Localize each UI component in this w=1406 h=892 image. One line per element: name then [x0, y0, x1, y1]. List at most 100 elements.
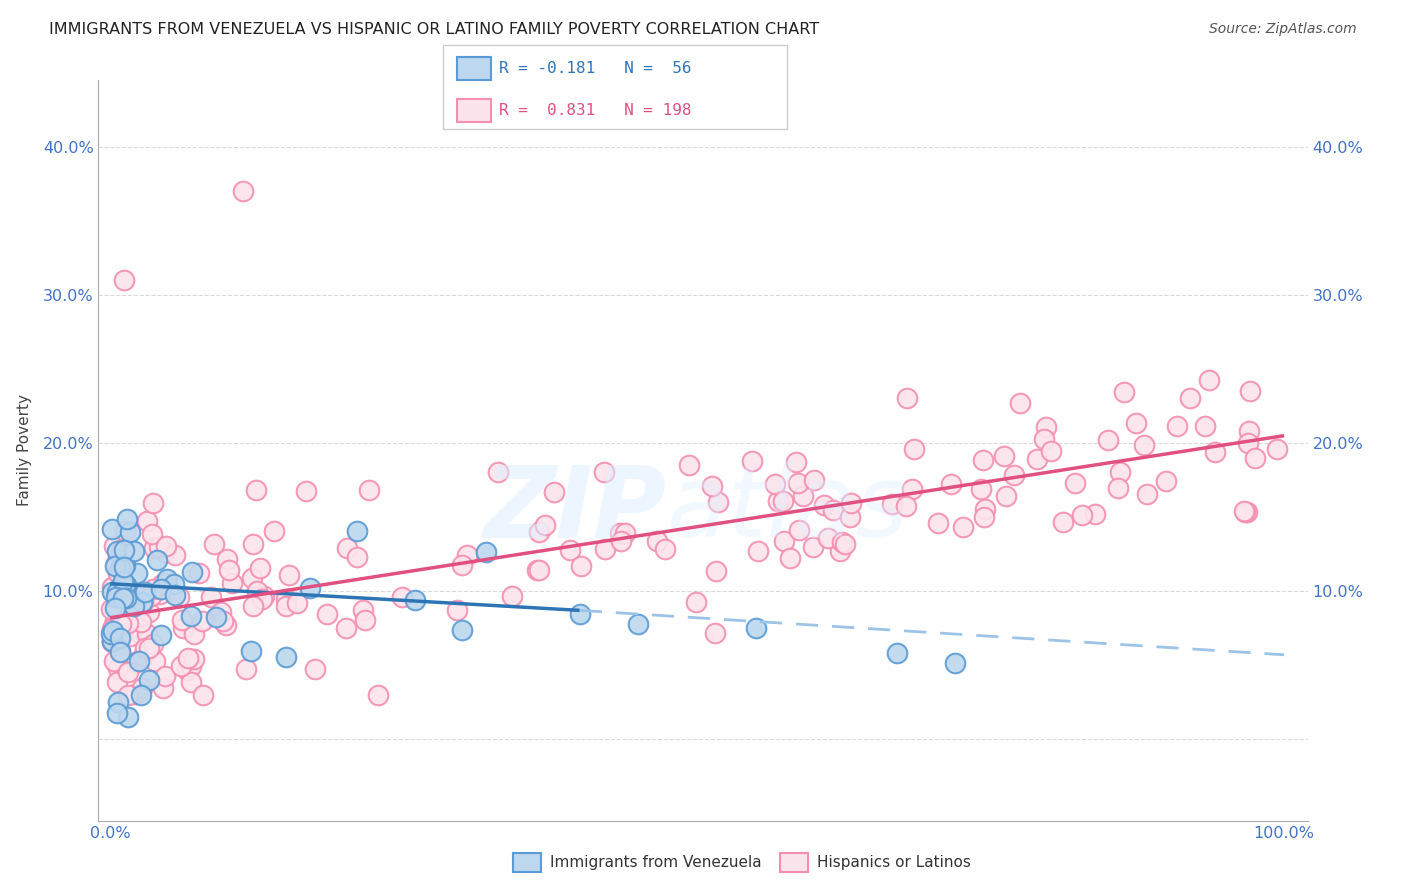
Point [121, 597, 143, 611]
Point [527, 524, 550, 539]
Point [188, 566, 211, 581]
Point [276, 599, 298, 614]
Point [1136, 486, 1159, 500]
Point [100, 626, 122, 640]
Point [456, 548, 478, 562]
Point [114, 591, 136, 606]
Point [839, 510, 862, 524]
Point [100, 602, 122, 616]
Point [215, 552, 238, 566]
Point [172, 621, 194, 635]
Text: Source: ZipAtlas.com: Source: ZipAtlas.com [1209, 22, 1357, 37]
Point [180, 659, 202, 673]
Point [974, 502, 997, 516]
Point [101, 635, 124, 649]
Point [115, 512, 138, 526]
Point [896, 499, 918, 513]
Point [803, 541, 825, 555]
Point [834, 537, 856, 551]
Point [1002, 468, 1025, 483]
Point [131, 681, 153, 695]
Point [246, 584, 269, 599]
Point [117, 688, 139, 702]
Point [135, 627, 157, 641]
Point [204, 610, 226, 624]
Point [1132, 438, 1154, 452]
Point [120, 629, 142, 643]
Point [927, 516, 949, 531]
Point [880, 498, 903, 512]
Text: atlas: atlas [666, 461, 908, 558]
Point [152, 681, 174, 695]
Point [114, 558, 136, 573]
Point [242, 599, 264, 613]
Point [779, 551, 801, 566]
Point [107, 566, 129, 580]
Point [170, 613, 193, 627]
Point [101, 580, 124, 594]
Point [183, 627, 205, 641]
Point [190, 614, 212, 628]
Point [132, 594, 155, 608]
Point [1198, 373, 1220, 387]
Point [486, 465, 509, 479]
Point [107, 661, 129, 675]
Point [787, 475, 810, 490]
Point [896, 391, 918, 405]
Point [276, 649, 298, 664]
Point [451, 558, 474, 573]
Point [180, 609, 202, 624]
Point [127, 566, 149, 580]
Point [125, 656, 148, 670]
Point [115, 582, 138, 596]
Point [114, 524, 136, 539]
Point [1035, 420, 1057, 434]
Point [1064, 475, 1087, 490]
Text: Immigrants from Venezuela: Immigrants from Venezuela [550, 855, 762, 870]
Point [501, 589, 523, 603]
Point [533, 517, 555, 532]
Point [101, 522, 124, 536]
Point [1052, 516, 1074, 530]
Point [592, 466, 614, 480]
Point [335, 621, 357, 635]
Point [108, 632, 131, 646]
Point [678, 458, 700, 472]
Point [115, 607, 138, 622]
Point [115, 578, 138, 592]
Point [741, 453, 763, 467]
Point [110, 561, 132, 575]
Point [111, 576, 134, 591]
Point [813, 498, 835, 512]
Point [245, 483, 267, 498]
Point [180, 675, 202, 690]
Point [149, 628, 172, 642]
Point [108, 644, 131, 658]
Point [1233, 503, 1256, 517]
Point [335, 541, 357, 556]
Point [141, 527, 163, 541]
Point [609, 525, 631, 540]
Point [118, 524, 141, 539]
Point [103, 617, 125, 632]
Point [112, 615, 135, 630]
Point [367, 688, 389, 702]
Point [142, 582, 165, 596]
Point [103, 539, 125, 553]
Point [170, 659, 193, 673]
Point [1178, 392, 1201, 406]
Point [202, 537, 225, 551]
Point [298, 581, 321, 595]
Point [475, 545, 498, 559]
Point [121, 591, 143, 606]
Point [1107, 481, 1129, 495]
Point [886, 646, 908, 660]
Point [101, 623, 124, 637]
Point [1097, 433, 1119, 447]
Point [839, 495, 862, 509]
Point [142, 637, 165, 651]
Point [146, 553, 169, 567]
Point [768, 494, 790, 508]
Point [232, 185, 254, 199]
Point [149, 582, 172, 597]
